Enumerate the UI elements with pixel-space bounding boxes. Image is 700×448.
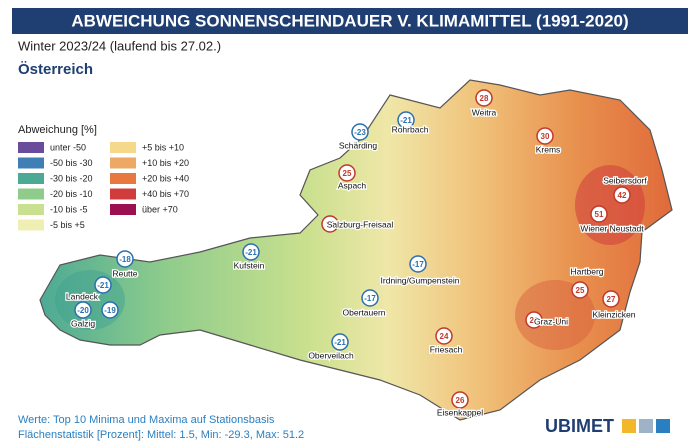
legend-title: Abweichung [%] <box>18 124 97 136</box>
station-name: Kleinzicken <box>593 309 636 319</box>
legend-label: -5 bis +5 <box>50 220 85 230</box>
station-value: 16 <box>326 220 335 229</box>
station-marker <box>536 127 554 145</box>
station-value: 27 <box>607 295 616 304</box>
station-marker <box>321 215 339 233</box>
station-name: Obertauern <box>343 307 386 317</box>
station-value: -20 <box>77 306 89 315</box>
station-value: -21 <box>334 338 346 347</box>
station-name: Salzburg-Freisaal <box>327 219 394 229</box>
station-marker <box>242 243 260 261</box>
station-value: 51 <box>595 210 604 219</box>
legend-label: -50 bis -30 <box>50 158 93 168</box>
station-marker <box>74 301 92 319</box>
title: ABWEICHUNG SONNENSCHEINDAUER V. KLIMAMIT… <box>71 11 628 30</box>
station-value: -21 <box>245 248 257 257</box>
station-name: Weitra <box>472 107 497 117</box>
station-marker <box>475 89 493 107</box>
austria-map <box>39 79 673 421</box>
station-value: -21 <box>400 116 412 125</box>
station-value: 26 <box>456 396 465 405</box>
legend-label: +5 bis +10 <box>142 142 184 152</box>
station-marker <box>361 289 379 307</box>
logo-icon <box>639 419 653 433</box>
station-value: -23 <box>354 128 366 137</box>
station-marker <box>602 290 620 308</box>
station-value: -21 <box>97 281 109 290</box>
legend-swatch <box>110 157 136 169</box>
legend-swatch <box>110 173 136 184</box>
footer-line: Flächenstatistik [Prozent]: Mittel: 1.5,… <box>18 429 304 441</box>
station-marker <box>116 250 134 268</box>
region: Österreich <box>18 61 93 78</box>
legend-swatch <box>18 173 44 184</box>
legend-swatch <box>18 204 44 215</box>
station-marker <box>338 164 356 182</box>
logo: UBIMET <box>545 416 614 436</box>
legend-label: -30 bis -20 <box>50 173 93 183</box>
station-value: 30 <box>541 132 550 141</box>
station-value: -18 <box>119 255 131 264</box>
station-value: 42 <box>618 191 627 200</box>
station-name: Aspach <box>338 180 367 190</box>
legend-label: -20 bis -10 <box>50 189 93 199</box>
station-value: 28 <box>480 94 489 103</box>
station-value: 24 <box>440 332 449 341</box>
legend-label: -10 bis -5 <box>50 204 88 214</box>
station-marker <box>101 301 119 319</box>
station-value: 26 <box>530 316 539 325</box>
station-value: -19 <box>104 306 116 315</box>
legend-label: +10 bis +20 <box>142 158 189 168</box>
subtitle: Winter 2023/24 (laufend bis 27.02.) <box>18 38 221 53</box>
station-name: Galzig <box>71 318 95 328</box>
hotspot-area <box>515 280 595 350</box>
station-name: Graz-Uni <box>534 316 568 326</box>
station-marker <box>451 391 469 409</box>
station-marker <box>94 276 112 294</box>
station-name: Reutte <box>112 268 137 278</box>
station-name: Oberveilach <box>308 350 354 360</box>
station-marker <box>331 333 349 351</box>
legend-swatch <box>18 142 44 153</box>
station-name: Seibersdorf <box>603 175 647 185</box>
station-marker <box>525 311 543 329</box>
legend-swatch <box>110 142 136 153</box>
station-value: 25 <box>343 169 352 178</box>
station-marker <box>351 123 369 141</box>
station-name: Kufstein <box>234 260 265 270</box>
station-name: Wiener Neustadt <box>580 223 644 233</box>
station-marker <box>590 205 608 223</box>
legend-swatch <box>110 188 136 200</box>
station-name: Friesach <box>430 344 463 354</box>
legend-swatch <box>18 219 44 231</box>
station-name: Krems <box>536 144 561 154</box>
legend-swatch <box>18 157 44 169</box>
logo-icon <box>656 419 670 433</box>
legend-label: unter -50 <box>50 142 86 152</box>
station-marker <box>435 327 453 345</box>
legend-swatch <box>110 204 136 215</box>
hotspot-area <box>575 165 645 245</box>
legend-label: +20 bis +40 <box>142 173 189 183</box>
station-value: -17 <box>412 260 424 269</box>
station-name: Eisenkappel <box>437 407 483 417</box>
logo-icon <box>622 419 636 433</box>
station-value: -17 <box>364 294 376 303</box>
station-name: Landeck <box>66 291 99 301</box>
station-marker <box>397 111 415 129</box>
station-marker <box>571 281 589 299</box>
legend-label: über +70 <box>142 204 178 214</box>
title-banner <box>12 8 688 34</box>
station-name: Irdning/Gumpenstein <box>381 275 460 285</box>
station-marker <box>613 186 631 204</box>
station-marker <box>409 255 427 273</box>
station-name: Schärding <box>339 140 378 150</box>
legend-swatch <box>18 188 44 200</box>
legend-label: +40 bis +70 <box>142 189 189 199</box>
station-value: 25 <box>576 286 585 295</box>
station-name: Rohrbach <box>392 124 429 134</box>
station-name: Hartberg <box>570 266 603 276</box>
footer-line: Werte: Top 10 Minima und Maxima auf Stat… <box>18 414 275 426</box>
